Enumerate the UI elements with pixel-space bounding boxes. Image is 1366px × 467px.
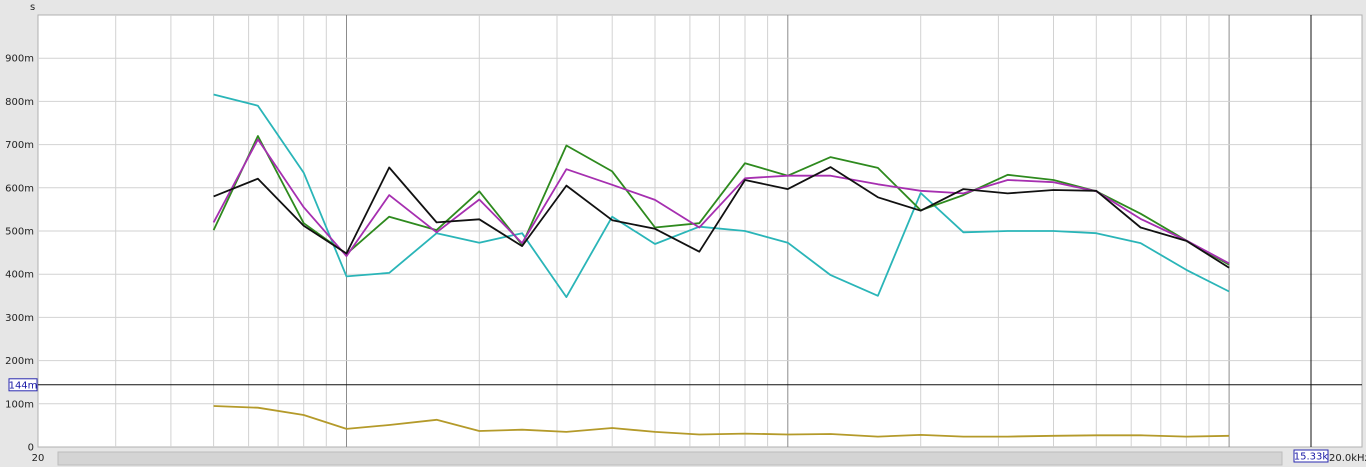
y-tick-label: 800m (5, 97, 34, 108)
y-tick-label: 700m (5, 140, 34, 151)
series-group (212, 93, 1230, 438)
series-line (213, 93, 1230, 299)
x-tick-label: 20 (32, 453, 45, 464)
threshold-label-box (8, 378, 38, 392)
threshold-label: 144m (9, 380, 38, 391)
y-tick-label: 300m (5, 313, 34, 324)
cursor-label: 15.33k (1294, 452, 1329, 463)
y-tick-labels: 0 100m 200m 300m 400m 500m 600m 700m 800m 900m (5, 54, 34, 454)
series-line (213, 166, 1230, 269)
horizontal-scrollbar[interactable] (57, 451, 1283, 466)
y-tick-label: 100m (5, 399, 34, 410)
y-tick-label: 900m (5, 54, 34, 65)
series-line (212, 138, 1230, 265)
y-unit-label: s (30, 2, 35, 13)
y-tick-label: 400m (5, 270, 34, 281)
y-tick-label: 0 (28, 443, 34, 454)
x-unit-label: 20.0kHz (1329, 453, 1366, 464)
y-gridlines (38, 57, 1362, 405)
frequency-cursor[interactable]: 15.33k (1293, 15, 1329, 463)
series-line (213, 405, 1230, 438)
threshold-marker[interactable]: 144m (8, 378, 1362, 392)
y-tick-label: 600m (5, 183, 34, 194)
cursor-label-box (1293, 449, 1329, 463)
y-tick-label: 200m (5, 356, 34, 367)
series-line (212, 135, 1230, 266)
y-tick-label: 500m (5, 227, 34, 238)
